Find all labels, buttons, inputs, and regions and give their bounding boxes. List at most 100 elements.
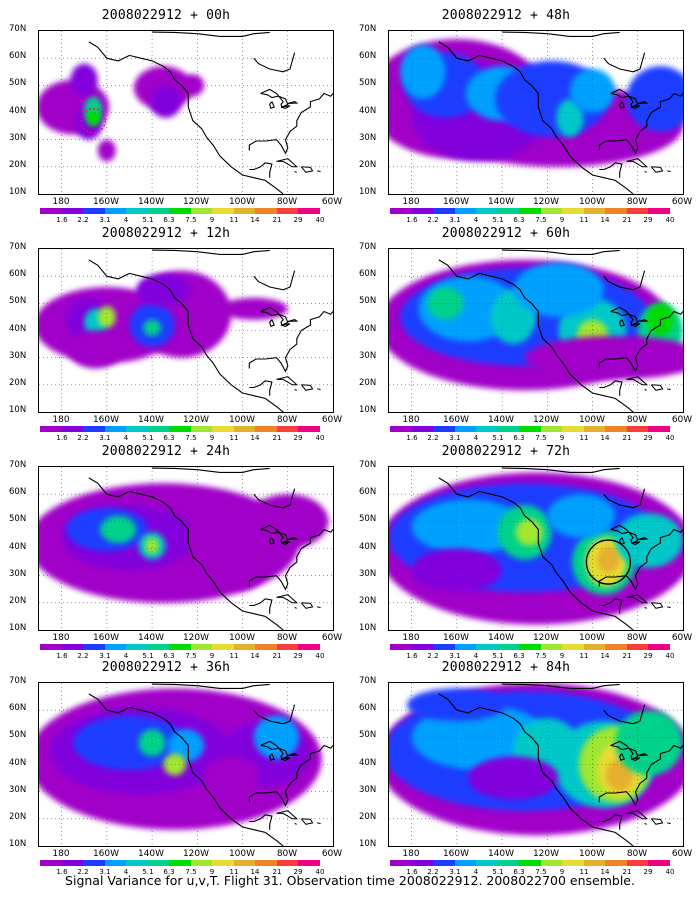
panel-title: 2008022912 + 36h [101,660,231,675]
lat-label: 60N [9,487,27,497]
colorbar-label: 7.5 [535,216,547,224]
lon-label: 140W [487,849,515,859]
variance-blob [547,494,616,538]
lat-label: 10N [359,187,377,197]
colorbar-labels: 1.6 2.2 3.1 4 5.1 6.3 7.5 9 11 14 21 29 40 [390,434,674,443]
colorbar-swatch [233,426,256,432]
coastline [88,683,333,846]
lat-label: 40N [9,106,27,116]
variance-blob [68,330,123,369]
colorbar-swatch [605,644,627,650]
colorbar-label: 3.1 [99,652,111,660]
colorbar-swatch [626,426,649,432]
colorbar-label: 5.1 [492,216,504,224]
colorbar-label: 40 [665,434,675,442]
colorbar-label: 14 [600,434,610,442]
colorbar-swatch [126,426,148,432]
colorbar-swatch [61,644,84,650]
coastline [438,467,683,630]
colorbar-label: 29 [643,216,653,224]
colorbar-swatch [40,860,62,866]
lat-label: 30N [9,351,27,361]
variance-field [389,249,683,412]
lon-label: 160W [92,415,120,425]
lat-label: 70N [9,676,27,686]
lat-label: 70N [9,242,27,252]
lon-label: 160W [442,633,470,643]
highlight-circle [80,108,106,134]
variance-blob [411,704,548,770]
lat-label: 70N [359,24,377,34]
colorbar-swatch [454,426,477,432]
lat-label: 40N [9,324,27,334]
colorbar-label: 1.6 [56,434,68,442]
colorbar-swatch [169,860,191,866]
colorbar-label: 4 [473,216,479,224]
map-area [388,30,684,195]
variance-blob [411,499,525,554]
lat-label: 70N [9,24,27,34]
variance-field [389,467,683,630]
colorbar-label: 29 [293,216,303,224]
colorbar-swatch [147,860,170,866]
lat-label: 40N [359,106,377,116]
variance-blob [253,715,300,759]
colorbar-label: 4 [473,868,479,876]
colorbar-label: 21 [272,868,282,876]
map-area [388,682,684,847]
lat-label: 30N [359,351,377,361]
lat-label: 60N [359,269,377,279]
variance-field [389,683,683,846]
lat-label: 60N [359,51,377,61]
lon-label: 120W [182,633,210,643]
variance-blob [149,85,182,118]
colorbar-swatch [40,426,62,432]
lat-label: 10N [359,623,377,633]
colorbar-label: 7.5 [185,216,197,224]
lon-label: 120W [182,415,210,425]
colorbar-label: 1.6 [406,652,418,660]
map-area [38,248,334,413]
coastline [88,249,333,412]
colorbar-label: 40 [315,652,325,660]
colorbar-swatch [126,644,148,650]
lat-label: 30N [9,133,27,143]
colorbar-swatch [190,644,213,650]
colorbar-swatch [190,860,213,866]
colorbar-label: 40 [665,652,675,660]
colorbar-label: 40 [315,434,325,442]
lon-label: 140W [137,633,165,643]
lat-label: 10N [359,839,377,849]
colorbar-label: 5.1 [142,434,154,442]
colorbar-swatch [626,860,649,866]
colorbar-label: 4 [123,652,129,660]
colorbar-swatch [411,426,434,432]
lon-label: 120W [182,849,210,859]
colorbar-swatch [497,644,520,650]
variance-field [39,31,333,194]
colorbar-label: 7.5 [185,652,197,660]
variance-blob [606,759,634,792]
colorbar-label: 3.1 [99,434,111,442]
colorbar-label: 21 [272,652,282,660]
colorbar-swatch [83,644,105,650]
colorbar-swatch [562,644,584,650]
colorbar-swatch [476,644,498,650]
variance-blob [626,66,683,132]
variance-blob [136,273,191,307]
colorbar-swatch [540,644,563,650]
panel-title: 2008022912 + 48h [441,8,571,23]
colorbar-swatch [61,208,84,214]
colorbar-swatch [390,208,412,214]
coastline [438,249,683,412]
colorbar-swatch [190,208,213,214]
lat-label: 50N [359,78,377,88]
colorbar-label: 29 [643,868,653,876]
map-panel: 2008022912 + 00h 70N 60N 50N 40N 30N 20N 10N 1… [6,8,346,226]
colorbar-swatch [276,208,299,214]
colorbar-label: 3.1 [449,434,461,442]
lon-label: 80W [626,415,648,425]
lat-label: 20N [9,160,27,170]
panel-title: 2008022912 + 60h [441,226,571,241]
colorbar-swatch [255,860,277,866]
